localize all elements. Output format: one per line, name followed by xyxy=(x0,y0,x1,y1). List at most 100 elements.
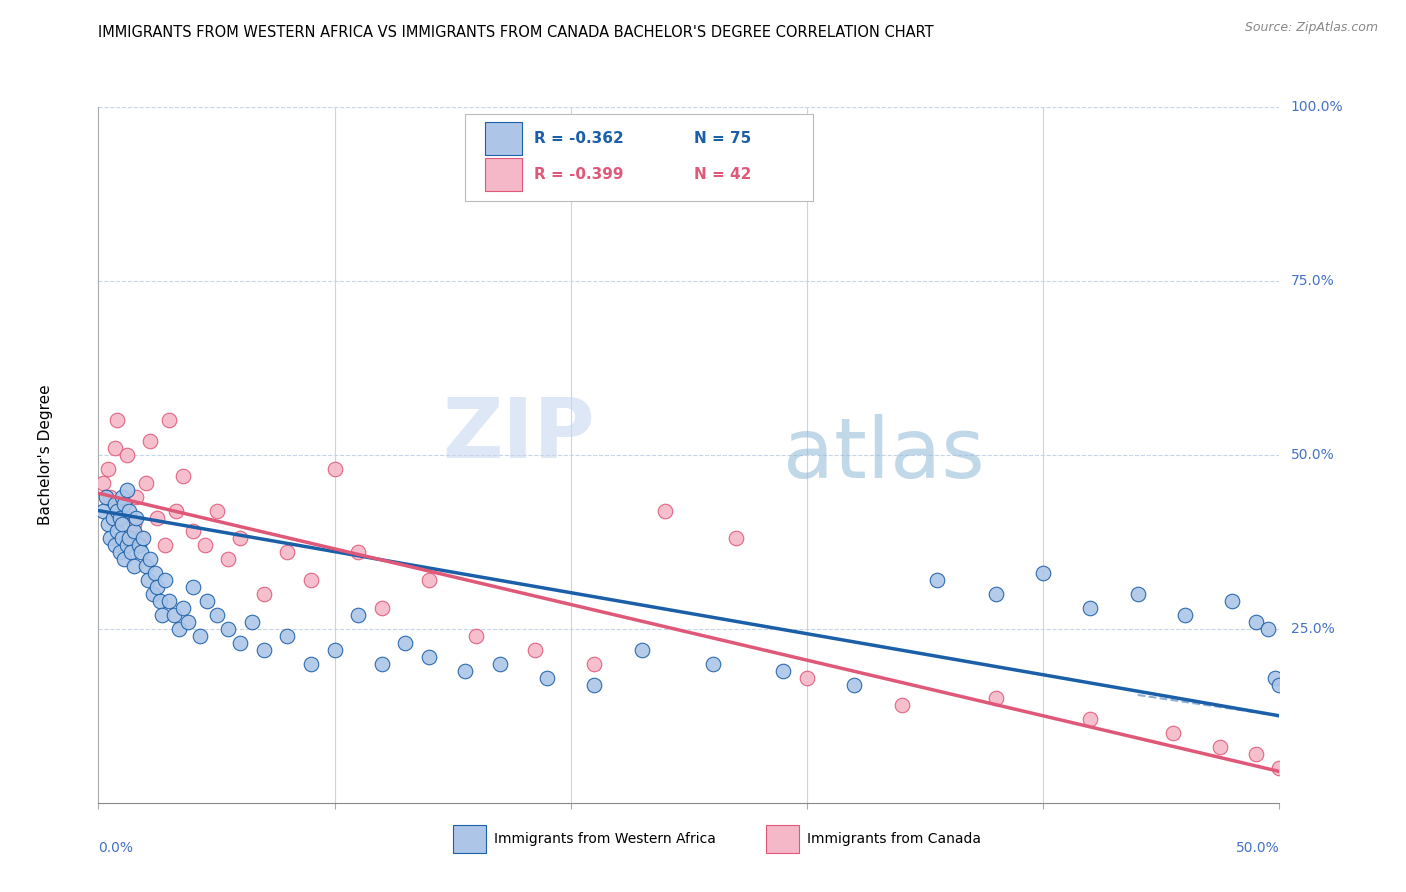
Text: 50.0%: 50.0% xyxy=(1236,841,1279,855)
Point xyxy=(172,601,194,615)
Point xyxy=(1244,615,1267,629)
Point xyxy=(135,475,157,490)
Point xyxy=(524,642,547,657)
Point xyxy=(536,671,558,685)
Point xyxy=(253,587,276,601)
Point xyxy=(149,594,172,608)
Point xyxy=(139,434,162,448)
Point xyxy=(125,490,148,504)
Text: 50.0%: 50.0% xyxy=(1291,448,1334,462)
Point xyxy=(122,517,145,532)
Point xyxy=(112,497,135,511)
Point xyxy=(150,607,173,622)
Point xyxy=(195,594,218,608)
Point xyxy=(725,532,748,546)
Point xyxy=(1174,607,1197,622)
Point xyxy=(772,664,794,678)
Point xyxy=(347,607,370,622)
Point xyxy=(583,657,606,671)
Point xyxy=(299,657,322,671)
Text: 100.0%: 100.0% xyxy=(1291,100,1343,114)
Point xyxy=(104,538,127,552)
Point xyxy=(418,649,440,664)
Point xyxy=(165,503,187,517)
Point xyxy=(98,532,121,546)
Text: R = -0.362: R = -0.362 xyxy=(534,131,624,146)
Text: IMMIGRANTS FROM WESTERN AFRICA VS IMMIGRANTS FROM CANADA BACHELOR'S DEGREE CORRE: IMMIGRANTS FROM WESTERN AFRICA VS IMMIGR… xyxy=(98,25,934,40)
Text: R = -0.399: R = -0.399 xyxy=(534,167,624,182)
Point xyxy=(796,671,818,685)
Point xyxy=(139,552,162,566)
Point xyxy=(105,413,128,427)
Point xyxy=(118,532,141,546)
Point xyxy=(115,448,138,462)
Point xyxy=(1244,747,1267,761)
FancyBboxPatch shape xyxy=(485,121,523,155)
Point xyxy=(1126,587,1149,601)
Point xyxy=(146,510,169,524)
Point xyxy=(97,517,120,532)
Point xyxy=(101,510,124,524)
Text: Source: ZipAtlas.com: Source: ZipAtlas.com xyxy=(1244,21,1378,34)
Point xyxy=(1220,594,1243,608)
Point xyxy=(91,475,114,490)
Text: atlas: atlas xyxy=(783,415,986,495)
Point xyxy=(111,503,134,517)
Point xyxy=(111,490,134,504)
Point xyxy=(132,532,155,546)
Point xyxy=(205,607,228,622)
Point xyxy=(1268,677,1291,691)
Text: 75.0%: 75.0% xyxy=(1291,274,1334,288)
Point xyxy=(125,510,148,524)
Point xyxy=(146,580,169,594)
Point xyxy=(128,538,150,552)
Point xyxy=(105,503,128,517)
Point xyxy=(276,629,298,643)
Point xyxy=(122,524,145,539)
Point xyxy=(299,573,322,587)
Point xyxy=(844,677,866,691)
Point xyxy=(172,468,194,483)
Point xyxy=(1161,726,1184,740)
Point xyxy=(104,441,127,455)
Point xyxy=(630,642,652,657)
Point xyxy=(371,657,394,671)
Point xyxy=(205,503,228,517)
Point xyxy=(253,642,276,657)
Point xyxy=(583,677,606,691)
Point xyxy=(121,545,143,559)
Point xyxy=(111,517,134,532)
Point xyxy=(122,559,145,574)
Point xyxy=(181,580,204,594)
Point xyxy=(115,483,138,497)
Point xyxy=(984,691,1007,706)
Point xyxy=(1264,671,1286,685)
Point xyxy=(177,615,200,629)
Text: Immigrants from Canada: Immigrants from Canada xyxy=(807,832,981,846)
Point xyxy=(157,594,180,608)
Point xyxy=(1080,601,1102,615)
Point xyxy=(129,532,152,546)
Point xyxy=(181,524,204,539)
Point xyxy=(188,629,211,643)
FancyBboxPatch shape xyxy=(453,825,486,853)
Point xyxy=(1209,740,1232,755)
Point xyxy=(104,497,127,511)
Point xyxy=(136,573,159,587)
Text: Bachelor's Degree: Bachelor's Degree xyxy=(38,384,53,525)
Point xyxy=(135,559,157,574)
Point xyxy=(229,636,252,650)
Point xyxy=(217,622,239,636)
Point xyxy=(925,573,948,587)
Point xyxy=(167,622,190,636)
Point xyxy=(394,636,416,650)
Point xyxy=(157,413,180,427)
Point xyxy=(112,552,135,566)
Point xyxy=(1268,761,1291,775)
Text: N = 42: N = 42 xyxy=(693,167,751,182)
Point xyxy=(153,573,176,587)
Point xyxy=(97,462,120,476)
Point xyxy=(984,587,1007,601)
Point xyxy=(163,607,186,622)
Point xyxy=(129,545,152,559)
